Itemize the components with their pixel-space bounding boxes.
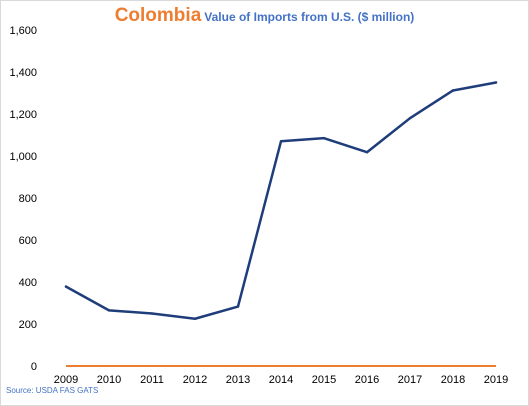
y-tick-label: 1,600 — [9, 25, 37, 37]
data-point — [451, 89, 455, 92]
data-point — [193, 317, 197, 320]
y-tick-label: 1,200 — [9, 109, 37, 121]
data-point — [322, 136, 326, 140]
x-tick-label: 2017 — [398, 374, 422, 386]
y-tick-label: 400 — [19, 277, 37, 289]
x-tick-label: 2018 — [441, 374, 465, 386]
chart-title: Colombia Value of Imports from U.S. ($ mi… — [0, 5, 529, 27]
data-point — [494, 81, 498, 84]
title-country: Colombia — [114, 5, 202, 26]
x-tick-label: 2012 — [183, 374, 207, 386]
y-tick-label: 600 — [19, 235, 37, 247]
y-tick-label: 1,400 — [9, 67, 37, 79]
data-point — [279, 140, 283, 143]
series-line — [64, 81, 498, 320]
x-tick-label: 2019 — [484, 374, 508, 386]
y-tick-label: 200 — [19, 319, 37, 331]
x-tick-label: 2016 — [355, 374, 379, 386]
y-tick-label: 0 — [31, 361, 37, 373]
x-tick-label: 2013 — [226, 374, 250, 386]
title-subtitle: Value of Imports from U.S. ($ million) — [204, 10, 415, 24]
x-tick-label: 2009 — [54, 374, 78, 386]
data-point — [64, 285, 68, 288]
data-point — [107, 309, 111, 312]
data-point — [236, 305, 240, 308]
x-tick-label: 2015 — [312, 374, 336, 386]
y-tick-label: 800 — [19, 193, 37, 205]
data-point — [408, 117, 412, 120]
data-point — [150, 312, 154, 315]
data-point — [365, 151, 369, 154]
x-tick-label: 2014 — [269, 374, 293, 386]
x-tick-label: 2011 — [140, 374, 164, 386]
y-tick-label: 1,000 — [9, 151, 37, 163]
x-tick-label: 2010 — [97, 374, 121, 386]
source-note: Source: USDA FAS GATS — [6, 386, 99, 395]
